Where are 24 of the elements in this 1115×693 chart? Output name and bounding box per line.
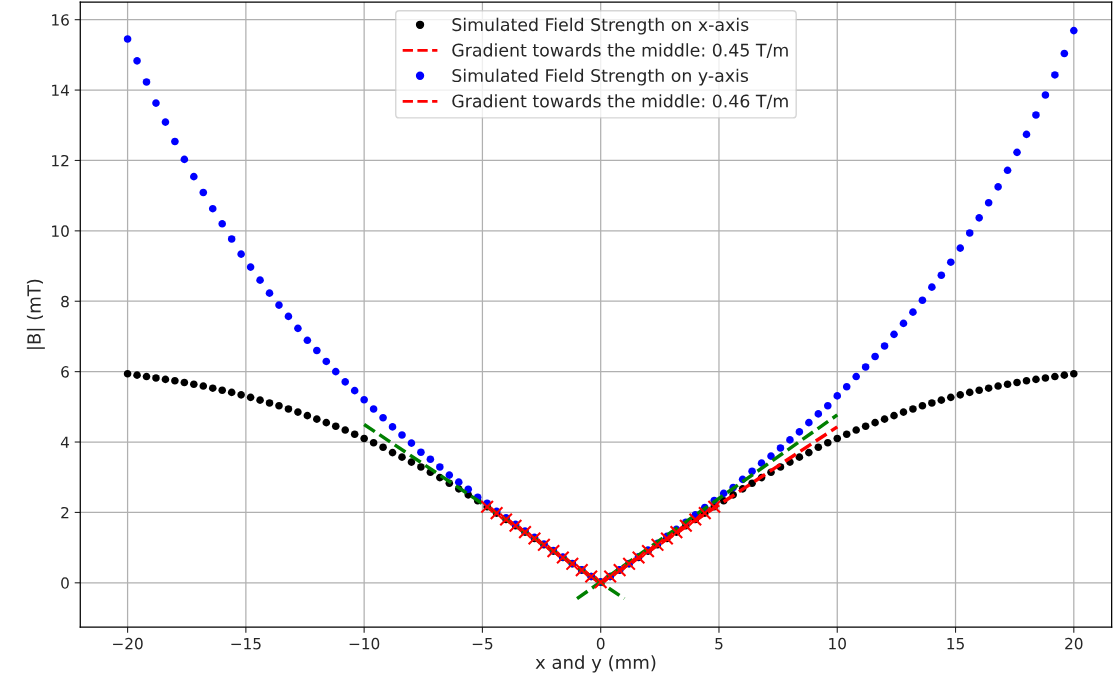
legend-label: Simulated Field Strength on y-axis: [452, 68, 749, 86]
x-tick-label: −20: [113, 637, 143, 650]
legend-label: Gradient towards the middle: 0.46 T/m: [452, 94, 788, 109]
y-tick-label: 0: [61, 577, 69, 589]
x-axis-title: x and y (mm): [535, 655, 656, 673]
x-tick-label: −15: [231, 638, 261, 650]
y-tick-label: 6: [61, 366, 69, 378]
y-tick-label: 14: [52, 84, 70, 96]
y-tick-label: 10: [52, 225, 69, 237]
y-tick-label: 4: [60, 436, 70, 448]
y-tick-label: 16: [52, 14, 69, 26]
legend-label: Gradient towards the middle: 0.45 T/m: [452, 43, 788, 58]
y-tick-label: 12: [52, 154, 69, 167]
x-tick-label: 10: [829, 637, 846, 650]
x-tick-label: 20: [1065, 637, 1083, 650]
x-tick-label: 5: [715, 638, 723, 650]
x-tick-label: 0: [596, 637, 605, 650]
y-axis-title: |B| (mT): [26, 279, 45, 349]
x-tick-label: −5: [472, 638, 493, 650]
x-tick-label: 15: [947, 638, 964, 650]
legend-label: Simulated Field Strength on x-axis: [452, 17, 749, 35]
y-tick-label: 8: [61, 295, 69, 308]
x-tick-label: −10: [349, 637, 380, 650]
y-tick-label: 2: [61, 506, 69, 519]
